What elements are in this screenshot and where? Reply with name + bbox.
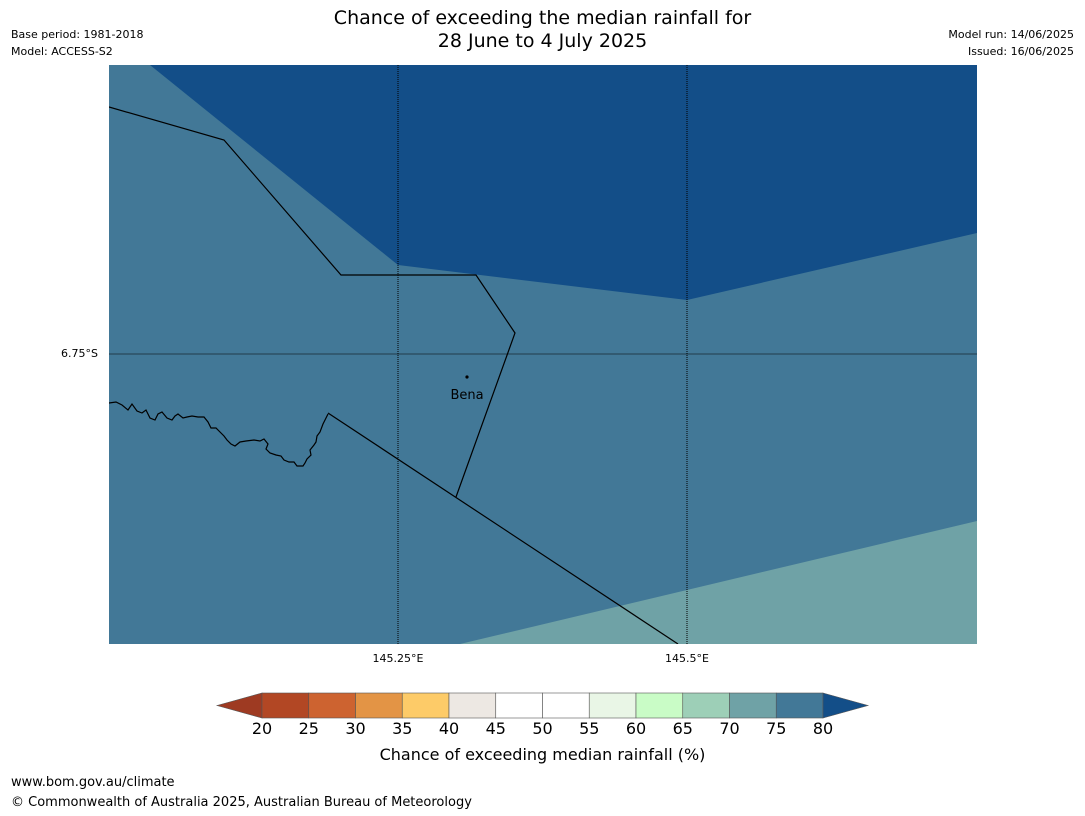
colorbar-tick-label: 60 <box>625 719 647 738</box>
colorbar-tick-label: 45 <box>485 719 506 738</box>
colorbar-swatch <box>355 692 403 719</box>
issued-text: Issued: 16/06/2025 <box>967 45 1074 58</box>
colorbar-tick-label: 20 <box>251 719 273 738</box>
longitude-label-145-5: 145.5°E <box>665 652 709 665</box>
colorbar-tick-label: 75 <box>766 719 787 738</box>
colorbar-swatch <box>401 692 450 719</box>
base-period-text: Base period: 1981-2018 <box>11 28 144 41</box>
colorbar-tick-label: 65 <box>672 719 693 738</box>
colorbar-tick-label: 30 <box>345 719 366 738</box>
colorbar <box>215 692 870 719</box>
map-title-line2: 28 June to 4 July 2025 <box>437 30 648 52</box>
footer-url[interactable]: www.bom.gov.au/climate <box>11 775 175 790</box>
colorbar-extend-below <box>215 692 263 719</box>
colorbar-swatch <box>542 692 590 719</box>
colorbar-tick-label: 35 <box>392 719 413 738</box>
colorbar-tick-label: 25 <box>298 719 319 738</box>
town-label-bena: Bena <box>450 388 484 403</box>
province-boundary-north <box>109 106 516 498</box>
map-title-line1: Chance of exceeding the median rainfall … <box>333 7 752 29</box>
colorbar-swatch <box>682 692 730 719</box>
model-run-text: Model run: 14/06/2025 <box>948 28 1074 41</box>
longitude-label-145-25: 145.25°E <box>372 652 424 665</box>
colorbar-swatch <box>448 692 497 719</box>
province-boundary-south <box>327 412 679 644</box>
colorbar-tick-label: 80 <box>812 719 834 738</box>
forecast-meta-right: Model run: 14/06/2025 Issued: 16/06/2025 <box>948 26 1074 60</box>
town-marker-bena <box>465 375 469 379</box>
footer-copyright: © Commonwealth of Australia 2025, Austra… <box>11 795 472 810</box>
colorbar-tick-label: 70 <box>719 719 740 738</box>
colorbar-swatch <box>729 692 777 719</box>
colorbar-swatch <box>308 692 356 719</box>
colorbar-swatch <box>495 692 543 719</box>
region-70-75 <box>460 521 977 644</box>
colorbar-tick-label: 55 <box>579 719 600 738</box>
colorbar-swatch <box>775 692 824 719</box>
colorbar-tick-label: 50 <box>532 719 553 738</box>
province-boundary-west <box>109 401 329 467</box>
colorbar-tick-label: 40 <box>438 719 460 738</box>
colorbar-swatch <box>261 692 310 719</box>
model-text: Model: ACCESS-S2 <box>11 45 113 58</box>
forecast-meta-left: Base period: 1981-2018 Model: ACCESS-S2 <box>11 26 143 60</box>
colorbar-swatch <box>588 692 637 719</box>
colorbar-extend-above <box>822 692 870 719</box>
colorbar-swatch <box>635 692 684 719</box>
latitude-label: 6.75°S <box>61 347 98 360</box>
region-above-80 <box>150 65 977 300</box>
map-title: Chance of exceeding the median rainfall … <box>0 7 1085 53</box>
colorbar-label: Chance of exceeding median rainfall (%) <box>379 745 706 764</box>
